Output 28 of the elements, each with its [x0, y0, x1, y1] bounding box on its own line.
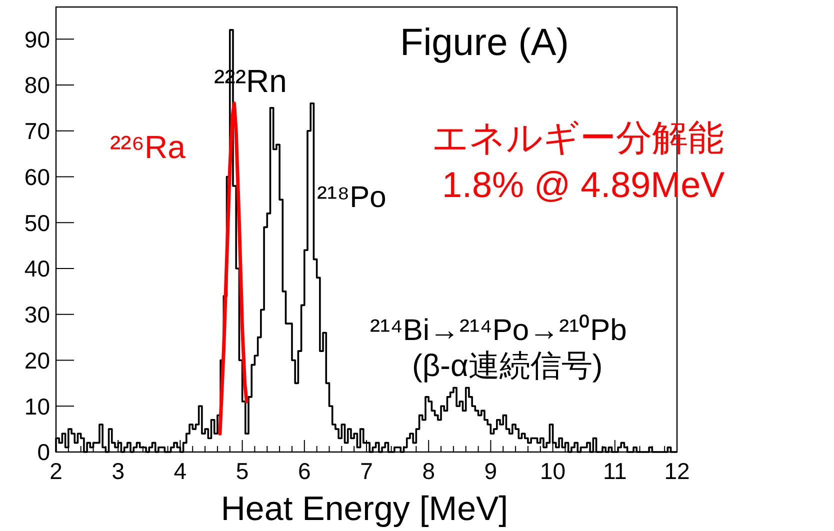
- x-tick-label: 11: [602, 458, 627, 484]
- annotation: Figure (A): [400, 22, 569, 64]
- y-tick-label: 30: [24, 302, 50, 328]
- line-series: [218, 102, 248, 436]
- x-tick-label: 9: [484, 458, 498, 484]
- x-tick-label: 4: [174, 458, 187, 484]
- y-tick-label: 90: [24, 26, 50, 52]
- x-tick-label: 2: [50, 458, 62, 484]
- x-tick-label: 3: [112, 458, 124, 484]
- y-tick-label: 10: [24, 393, 50, 420]
- x-axis-title: Heat Energy [MeV]: [220, 490, 508, 528]
- y-tick-label: 60: [24, 164, 50, 190]
- x-tick-label: 10: [540, 458, 566, 484]
- y-tick-label: 20: [24, 347, 50, 374]
- x-tick-label: 12: [664, 458, 690, 484]
- y-tick-label: 50: [24, 210, 50, 236]
- annotation: ²¹⁴Bi→²¹⁴Po→²¹⁰Pb: [370, 314, 627, 347]
- x-tick-label: 7: [360, 458, 373, 484]
- y-tick-label: 40: [24, 256, 50, 282]
- x-tick-label: 6: [298, 458, 311, 484]
- x-tick-label: 8: [422, 458, 435, 484]
- y-tick-label: 70: [24, 118, 50, 144]
- annotation: (β-α連続信号): [412, 348, 603, 383]
- y-tick-label: 80: [24, 72, 50, 98]
- x-tick-label: 5: [236, 458, 249, 484]
- annotation: ²¹⁸Po: [317, 181, 386, 214]
- annotation: ²²⁶Ra: [110, 129, 186, 165]
- y-tick-label: 0: [37, 439, 50, 466]
